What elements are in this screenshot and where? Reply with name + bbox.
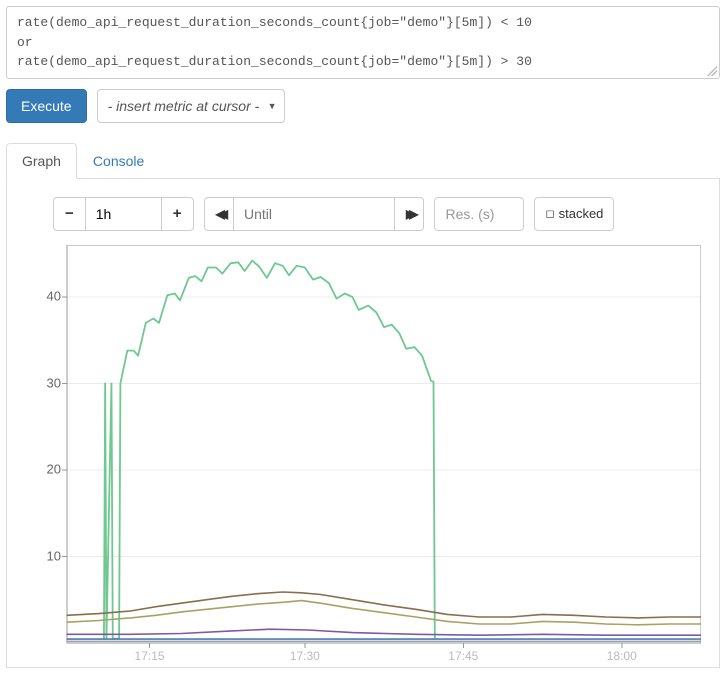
until-input[interactable] xyxy=(234,197,394,231)
range-group: − + xyxy=(53,197,194,231)
time-group: ◀◀ ▶▶ xyxy=(204,197,425,231)
graph-controls: − + ◀◀ ▶▶ ◻ stacked xyxy=(53,197,701,231)
y-tick-label: 40 xyxy=(47,289,61,304)
tabs: Graph Console xyxy=(6,143,720,179)
execute-button[interactable]: Execute xyxy=(6,89,87,123)
range-increase-button[interactable]: + xyxy=(161,197,194,231)
query-line: or xyxy=(17,33,709,53)
forward-icon: ▶▶ xyxy=(406,207,412,221)
y-tick-label: 20 xyxy=(47,462,61,477)
stacked-toggle-button[interactable]: ◻ stacked xyxy=(534,197,614,231)
metric-select[interactable]: - insert metric at cursor - xyxy=(97,89,285,123)
graph-panel: − + ◀◀ ▶▶ ◻ stacked 10 20 30 40 17:15 17:30 17… xyxy=(6,179,720,668)
query-textarea[interactable]: rate(demo_api_request_duration_seconds_c… xyxy=(6,6,720,79)
y-tick-label: 10 xyxy=(47,548,61,563)
resolution-input[interactable] xyxy=(434,197,524,231)
range-decrease-button[interactable]: − xyxy=(53,197,86,231)
rewind-icon: ◀◀ xyxy=(216,207,222,221)
time-forward-button[interactable]: ▶▶ xyxy=(394,197,424,231)
x-tick-label: 18:00 xyxy=(607,649,637,663)
time-rewind-button[interactable]: ◀◀ xyxy=(204,197,234,231)
tab-console[interactable]: Console xyxy=(77,143,160,179)
stacked-label: stacked xyxy=(559,206,604,221)
stacked-icon: ◻ xyxy=(545,207,554,220)
controls-row: Execute - insert metric at cursor - xyxy=(6,89,720,123)
chart-area: 10 20 30 40 17:15 17:30 17:45 18:00 xyxy=(23,245,701,661)
range-input[interactable] xyxy=(86,197,161,231)
tab-graph[interactable]: Graph xyxy=(6,143,77,179)
y-tick-label: 30 xyxy=(47,375,61,390)
metric-select-wrap: - insert metric at cursor - xyxy=(97,89,285,123)
query-line: rate(demo_api_request_duration_seconds_c… xyxy=(17,13,709,33)
chart-svg xyxy=(23,245,701,661)
query-line: rate(demo_api_request_duration_seconds_c… xyxy=(17,52,709,72)
x-tick-label: 17:45 xyxy=(448,649,478,663)
x-tick-label: 17:15 xyxy=(135,649,165,663)
x-tick-label: 17:30 xyxy=(290,649,320,663)
